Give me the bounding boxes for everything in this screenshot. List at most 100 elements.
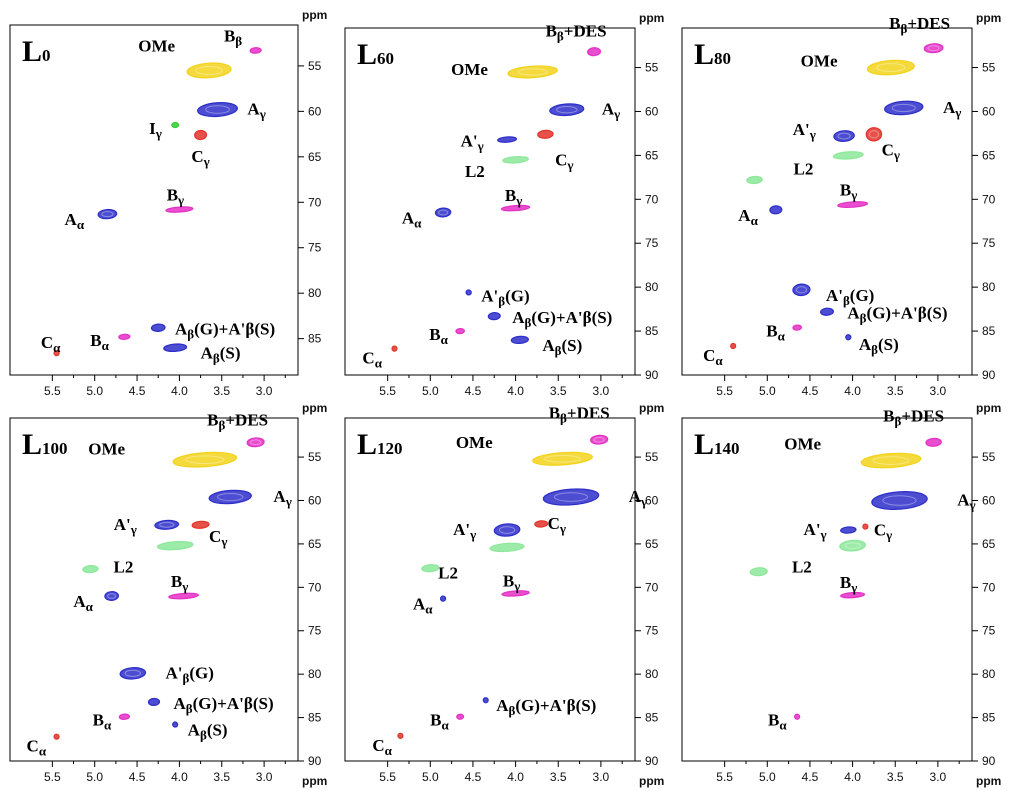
x-tick-label: 5.0 <box>422 384 439 398</box>
peak-ome: OMe <box>784 435 922 469</box>
x-tick-label: 3.0 <box>930 384 947 398</box>
peak-contour <box>154 519 180 530</box>
x-tick-label: 3.0 <box>256 384 273 398</box>
peak-a-: A'γ <box>793 120 855 142</box>
peak-label: L2 <box>794 159 814 178</box>
y-tick-label: 70 <box>308 580 322 594</box>
peak-contour <box>542 488 600 506</box>
peak-contour <box>839 539 866 552</box>
chart-panel-L80: 5.5 5.0 4.5 4.0 3.5 3.0 55 60 65 70 75 80 85 90 ppm L80… <box>681 11 1001 398</box>
peak-a-: Aγ <box>871 490 976 512</box>
x-tick-label: 3.5 <box>550 384 567 398</box>
peak-label: Aα <box>73 592 93 614</box>
peak-label: Bα <box>90 331 109 353</box>
peak-contour <box>534 520 549 528</box>
peak-contour-inner <box>195 65 223 75</box>
y-tick-label: 70 <box>308 195 322 209</box>
peak-contour <box>165 206 194 213</box>
peak-contour <box>493 523 521 537</box>
chart-panel-L100: 5.5 5.0 4.5 4.0 3.5 3.0 55 60 65 70 75 80 85 90 ppm ppm… <box>9 401 327 788</box>
y-tick-label: 90 <box>982 754 996 768</box>
peak-ome: OMe <box>138 36 232 79</box>
peak-a-s-: Aβ(S) <box>163 343 241 366</box>
peak-b-: Bγ <box>840 573 866 599</box>
peak-ome: OMe <box>88 440 238 468</box>
peak-label: Aα <box>738 206 758 228</box>
peak-label: Bβ+DES <box>207 410 268 432</box>
peak-a-g-: A'β(G) <box>465 286 530 308</box>
peak-contour-inner <box>124 669 141 677</box>
peak-contour <box>925 437 942 447</box>
peak-label: Aβ(S) <box>188 721 228 743</box>
peak-contour <box>792 324 803 331</box>
peak-contour <box>749 567 768 577</box>
x-tick-label: 3.0 <box>593 384 610 398</box>
peak-a-s-: Aβ(S) <box>172 721 228 743</box>
peak-contour <box>172 721 179 728</box>
peak-contour-inner <box>107 593 117 599</box>
peak-l2: L2 <box>438 542 525 582</box>
peak-a-: Aα <box>73 591 120 614</box>
peak-a-: Aα <box>413 595 447 617</box>
peak-contour <box>497 136 518 143</box>
peak-ome: OMe <box>451 60 558 79</box>
peak-label: Aγ <box>247 100 265 122</box>
chart-panel-L140: 5.5 5.0 4.5 4.0 3.5 3.0 55 60 65 70 75 80 85 90 ppm ppm… <box>681 401 1001 788</box>
y-tick-label: 60 <box>982 493 996 507</box>
peak-label: Aβ(S) <box>859 335 899 357</box>
y-tick-label: 75 <box>645 624 659 638</box>
peak-contour <box>510 335 529 345</box>
x-tick-label: 3.0 <box>593 770 610 784</box>
peak-contour <box>837 201 869 209</box>
peak-l2: L2 <box>114 540 194 577</box>
peak-a-g-a-s-: Aβ(G)+A'β(S) <box>487 308 612 330</box>
y-tick-label: 75 <box>982 236 996 250</box>
peak-label: Aγ <box>629 487 647 509</box>
peak-label: Cα <box>362 349 382 371</box>
y-tick-label: 70 <box>645 192 659 206</box>
y-tick-label: 85 <box>308 711 322 725</box>
x-tick-label: 3.5 <box>550 770 567 784</box>
peak-contour <box>53 350 60 357</box>
x-tick-label: 5.5 <box>44 770 61 784</box>
x-tick-label: 3.5 <box>213 384 230 398</box>
peak-c-: Cγ <box>191 129 210 169</box>
peak-contour <box>156 540 194 551</box>
peak-l2: L2 <box>794 151 864 178</box>
peak-contour <box>191 520 210 529</box>
peak-b-des: Bβ+DES <box>549 404 610 445</box>
x-tick-label: 4.5 <box>465 770 482 784</box>
peak-a-: Aα <box>402 207 452 230</box>
peak-label: Aβ(G)+A'β(S) <box>847 304 947 326</box>
peak-label: Cα <box>372 736 392 758</box>
peak-label: A'γ <box>804 520 827 542</box>
y-tick-label: 90 <box>645 754 659 768</box>
peak-label: Bα <box>430 711 449 733</box>
x-tick-label: 4.0 <box>171 384 188 398</box>
panel-title: L0 <box>22 35 51 68</box>
peak-c-: Cγ <box>862 521 892 543</box>
peak-label: Bγ <box>503 571 520 593</box>
x-unit-label: ppm <box>302 774 327 788</box>
peak-a-: A'γ <box>114 515 180 537</box>
x-tick-label: 3.5 <box>887 384 904 398</box>
peak-contour <box>119 666 147 680</box>
x-tick-label: 3.5 <box>887 770 904 784</box>
peak-contour <box>434 207 452 218</box>
peak-a-g-: A'β(G) <box>792 283 874 308</box>
peak-contour <box>866 59 915 76</box>
peak-b-: Bγ <box>168 572 200 600</box>
y-tick-label: 85 <box>308 332 322 346</box>
peak-label: Cγ <box>874 521 892 543</box>
peak-label: L2 <box>465 162 485 181</box>
peak-label: A'β(G) <box>826 286 874 308</box>
peak-label: Aβ(S) <box>542 336 582 358</box>
peak-label: Aβ(G)+A'β(S) <box>175 320 275 342</box>
peak-label: A'γ <box>461 132 484 154</box>
panel-title: L140 <box>694 428 740 461</box>
x-tick-label: 3.0 <box>930 770 947 784</box>
peak-contour <box>186 62 232 79</box>
peak-contour <box>769 205 783 215</box>
peak-label: Cγ <box>209 527 227 549</box>
